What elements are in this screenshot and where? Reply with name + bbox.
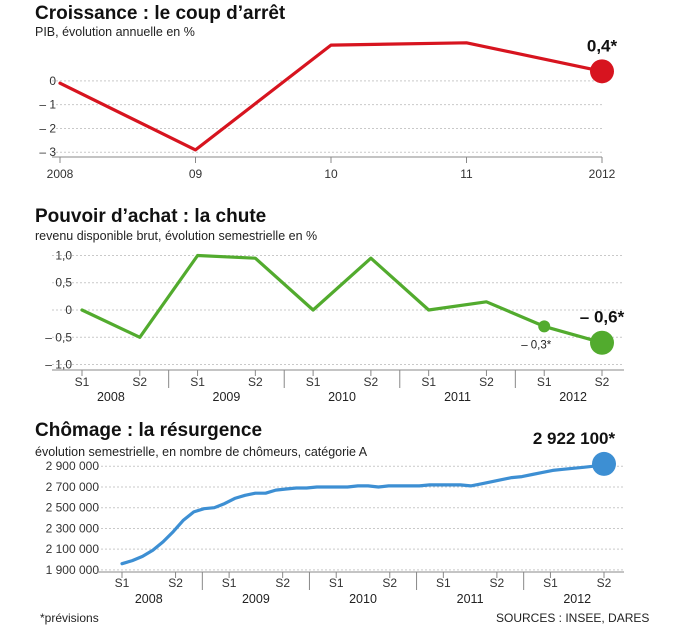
year-label: 2010 [328, 390, 356, 404]
x-tick-label: S1 [222, 576, 237, 590]
y-tick-label: – 1 [39, 98, 56, 112]
year-label: 2009 [242, 592, 270, 606]
chart-pouvoir-achat: Pouvoir d’achat : la chute revenu dispon… [35, 206, 625, 404]
y-axis: 0 – 1 – 2 – 3 [39, 74, 56, 159]
chart-subtitle: PIB, évolution annuelle en % [35, 25, 195, 39]
year-label: 2011 [444, 390, 471, 404]
x-tick-label: 11 [460, 167, 473, 181]
series-line [58, 41, 604, 152]
y-tick-label: 2 900 000 [46, 459, 100, 473]
x-tick-label: S1 [329, 576, 344, 590]
final-value-marker [592, 451, 616, 476]
y-tick-label: 2 700 000 [46, 480, 100, 494]
source-credit: SOURCES : INSEE, DARES [496, 611, 649, 625]
x-tick-label: S1 [75, 375, 90, 389]
x-tick-label: S2 [168, 576, 183, 590]
y-tick-label: – 1,0 [45, 358, 72, 372]
chart-chomage: Chômage : la résurgence évolution semest… [35, 420, 624, 606]
final-value-marker [590, 330, 614, 355]
footnote: *prévisions [40, 611, 99, 625]
x-tick-label: S2 [479, 375, 494, 389]
x-tick-label: S2 [490, 576, 505, 590]
series-line [120, 462, 606, 566]
series [80, 253, 614, 355]
x-axis: S1 S2 S1 S2 S1 S2 S1 S2 S1 S2 [97, 571, 624, 590]
chart-title: Pouvoir d’achat : la chute [35, 206, 266, 227]
y-tick-label: 1 900 000 [46, 563, 100, 577]
x-tick-label: S2 [364, 375, 379, 389]
y-tick-label: 2 300 000 [46, 521, 100, 535]
year-label: 2011 [457, 592, 484, 606]
series-line [80, 253, 604, 345]
callout-label: 2 922 100* [533, 429, 616, 448]
y-axis: 2 900 000 2 700 000 2 500 000 2 300 000 2 10… [46, 459, 100, 577]
x-tick-label: S1 [190, 375, 205, 389]
x-tick-label: S1 [537, 375, 552, 389]
x-tick-label: 09 [189, 167, 203, 181]
x-tick-label: S1 [436, 576, 451, 590]
x-axis: S1 S2 S1 S2 S1 S2 S1 S2 S1 S2 [52, 369, 624, 389]
x-tick-label: S2 [275, 576, 290, 590]
callout-label: 0,4* [587, 36, 618, 55]
secondary-value-marker [538, 320, 551, 333]
y-tick-label: – 3 [39, 145, 56, 159]
secondary-callout-label: – 0,3* [521, 339, 552, 351]
y-tick-label: – 0,5 [45, 330, 72, 344]
y-tick-label: – 2 [39, 121, 56, 135]
x-tick-label: 10 [324, 167, 338, 181]
y-tick-label: 0 [49, 74, 56, 88]
year-labels: 2008 2009 2010 2011 2012 [97, 370, 587, 404]
y-tick-label: 2 500 000 [46, 501, 100, 515]
grid [52, 80, 602, 153]
x-tick-label: S2 [382, 576, 397, 590]
grid [52, 254, 624, 366]
x-tick-label: 2008 [47, 167, 74, 181]
year-label: 2012 [559, 390, 587, 404]
x-tick-label: S2 [595, 375, 610, 389]
x-tick-label: S1 [115, 576, 130, 590]
x-tick-label: 2012 [589, 167, 616, 181]
year-label: 2010 [349, 592, 377, 606]
year-label: 2009 [213, 390, 241, 404]
year-label: 2008 [97, 390, 125, 404]
year-label: 2012 [563, 592, 591, 606]
series [58, 41, 614, 152]
x-tick-label: S1 [306, 375, 321, 389]
chart-title: Croissance : le coup d’arrêt [35, 3, 286, 24]
final-value-marker [590, 59, 614, 84]
chart-subtitle: revenu disponible brut, évolution semest… [35, 229, 317, 243]
y-tick-label: 2 100 000 [46, 542, 100, 556]
grid [97, 465, 624, 571]
chart-subtitle: évolution semestrielle, en nombre de chô… [35, 445, 368, 459]
chart-title: Chômage : la résurgence [35, 420, 262, 441]
x-tick-label: S2 [248, 375, 263, 389]
callout-label: – 0,6* [580, 308, 625, 327]
series [120, 451, 616, 566]
x-axis: 2008 09 10 11 2012 [47, 156, 616, 181]
chart-croissance: Croissance : le coup d’arrêt PIB, évolut… [35, 3, 618, 181]
x-tick-label: S2 [132, 375, 147, 389]
x-tick-label: S1 [421, 375, 436, 389]
year-labels: 2008 2009 2010 2011 2012 [135, 572, 591, 606]
y-axis: 1,0 0,5 0 – 0,5 – 1,0 [45, 248, 72, 371]
y-tick-label: 0 [65, 303, 72, 317]
y-tick-label: 0,5 [55, 276, 72, 290]
year-label: 2008 [135, 592, 163, 606]
x-tick-label: S2 [597, 576, 612, 590]
y-tick-label: 1,0 [55, 248, 72, 262]
x-tick-label: S1 [543, 576, 558, 590]
